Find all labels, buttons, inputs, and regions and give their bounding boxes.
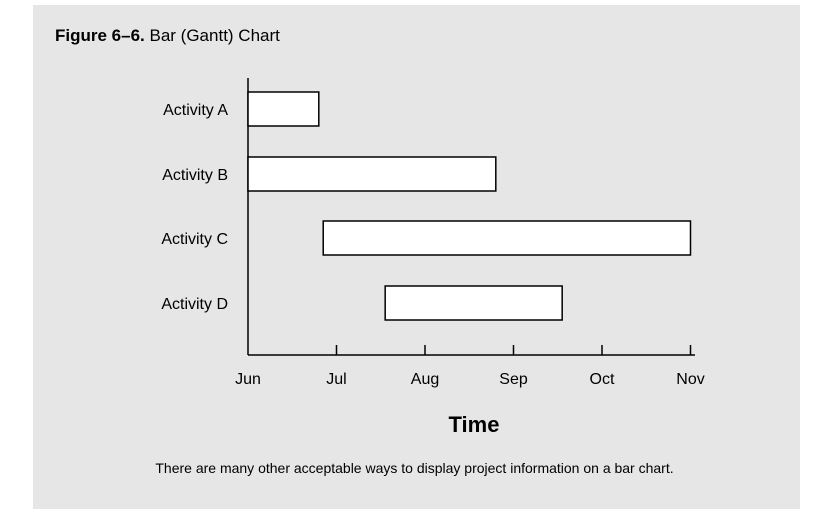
- y-tick-label: Activity B: [162, 167, 228, 184]
- figure-caption: There are many other acceptable ways to …: [155, 460, 674, 476]
- gantt-bar: [384, 285, 563, 321]
- y-tick-label: Activity D: [161, 296, 228, 313]
- x-axis-label: Time: [449, 412, 500, 437]
- x-tick-label: Oct: [590, 371, 615, 388]
- gantt-bar: [247, 156, 497, 192]
- y-tick-label: Activity C: [161, 231, 228, 248]
- figure-title: Figure 6–6. Bar (Gantt) Chart: [55, 26, 280, 46]
- x-tick-label: Jul: [326, 371, 346, 388]
- figure-title-text: Bar (Gantt) Chart: [149, 26, 280, 45]
- x-tick-label: Sep: [499, 371, 528, 388]
- x-tick-label: Nov: [676, 371, 704, 388]
- gantt-bar: [322, 220, 692, 256]
- x-tick-label: Jun: [235, 371, 261, 388]
- x-tick-label: Aug: [411, 371, 439, 388]
- figure-label: Figure 6–6.: [55, 26, 145, 45]
- y-tick-label: Activity A: [163, 102, 228, 119]
- gantt-bar: [247, 91, 320, 127]
- figure-panel: [33, 5, 800, 509]
